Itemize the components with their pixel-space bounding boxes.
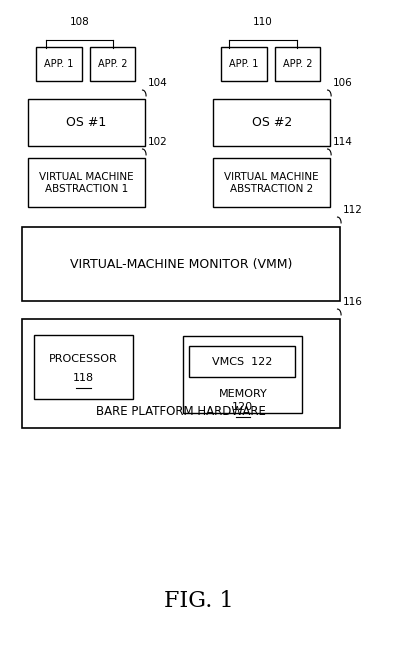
FancyBboxPatch shape xyxy=(213,158,330,207)
Text: PROCESSOR: PROCESSOR xyxy=(49,354,118,364)
FancyBboxPatch shape xyxy=(36,47,82,81)
Text: APP. 1: APP. 1 xyxy=(229,59,258,69)
Text: 108: 108 xyxy=(70,17,90,27)
FancyBboxPatch shape xyxy=(183,336,302,413)
Text: OS #1: OS #1 xyxy=(66,116,107,129)
Text: VMCS  122: VMCS 122 xyxy=(212,356,272,367)
FancyBboxPatch shape xyxy=(221,47,267,81)
Text: VIRTUAL MACHINE
ABSTRACTION 1: VIRTUAL MACHINE ABSTRACTION 1 xyxy=(39,172,134,194)
Text: BARE PLATFORM HARDWARE: BARE PLATFORM HARDWARE xyxy=(96,405,266,418)
Text: 106: 106 xyxy=(333,78,353,88)
Text: APP. 1: APP. 1 xyxy=(44,59,73,69)
Text: APP. 2: APP. 2 xyxy=(283,59,312,69)
Text: 104: 104 xyxy=(148,78,168,88)
Text: 118: 118 xyxy=(73,373,94,384)
FancyBboxPatch shape xyxy=(22,319,340,428)
Text: 120: 120 xyxy=(232,402,254,412)
Text: APP. 2: APP. 2 xyxy=(98,59,127,69)
FancyBboxPatch shape xyxy=(189,346,295,377)
Text: OS #2: OS #2 xyxy=(252,116,292,129)
Text: 102: 102 xyxy=(148,137,168,147)
Text: FIG. 1: FIG. 1 xyxy=(164,590,234,612)
Text: 114: 114 xyxy=(333,137,353,147)
Text: 110: 110 xyxy=(253,17,273,27)
FancyBboxPatch shape xyxy=(90,47,135,81)
FancyBboxPatch shape xyxy=(213,99,330,146)
FancyBboxPatch shape xyxy=(34,335,133,399)
FancyBboxPatch shape xyxy=(275,47,320,81)
FancyBboxPatch shape xyxy=(28,99,145,146)
Text: 112: 112 xyxy=(343,205,363,215)
FancyBboxPatch shape xyxy=(28,158,145,207)
Text: VIRTUAL MACHINE
ABSTRACTION 2: VIRTUAL MACHINE ABSTRACTION 2 xyxy=(224,172,319,194)
FancyBboxPatch shape xyxy=(22,227,340,301)
Text: VIRTUAL-MACHINE MONITOR (VMM): VIRTUAL-MACHINE MONITOR (VMM) xyxy=(70,257,292,271)
Text: MEMORY: MEMORY xyxy=(219,389,267,399)
Text: 116: 116 xyxy=(343,297,363,307)
